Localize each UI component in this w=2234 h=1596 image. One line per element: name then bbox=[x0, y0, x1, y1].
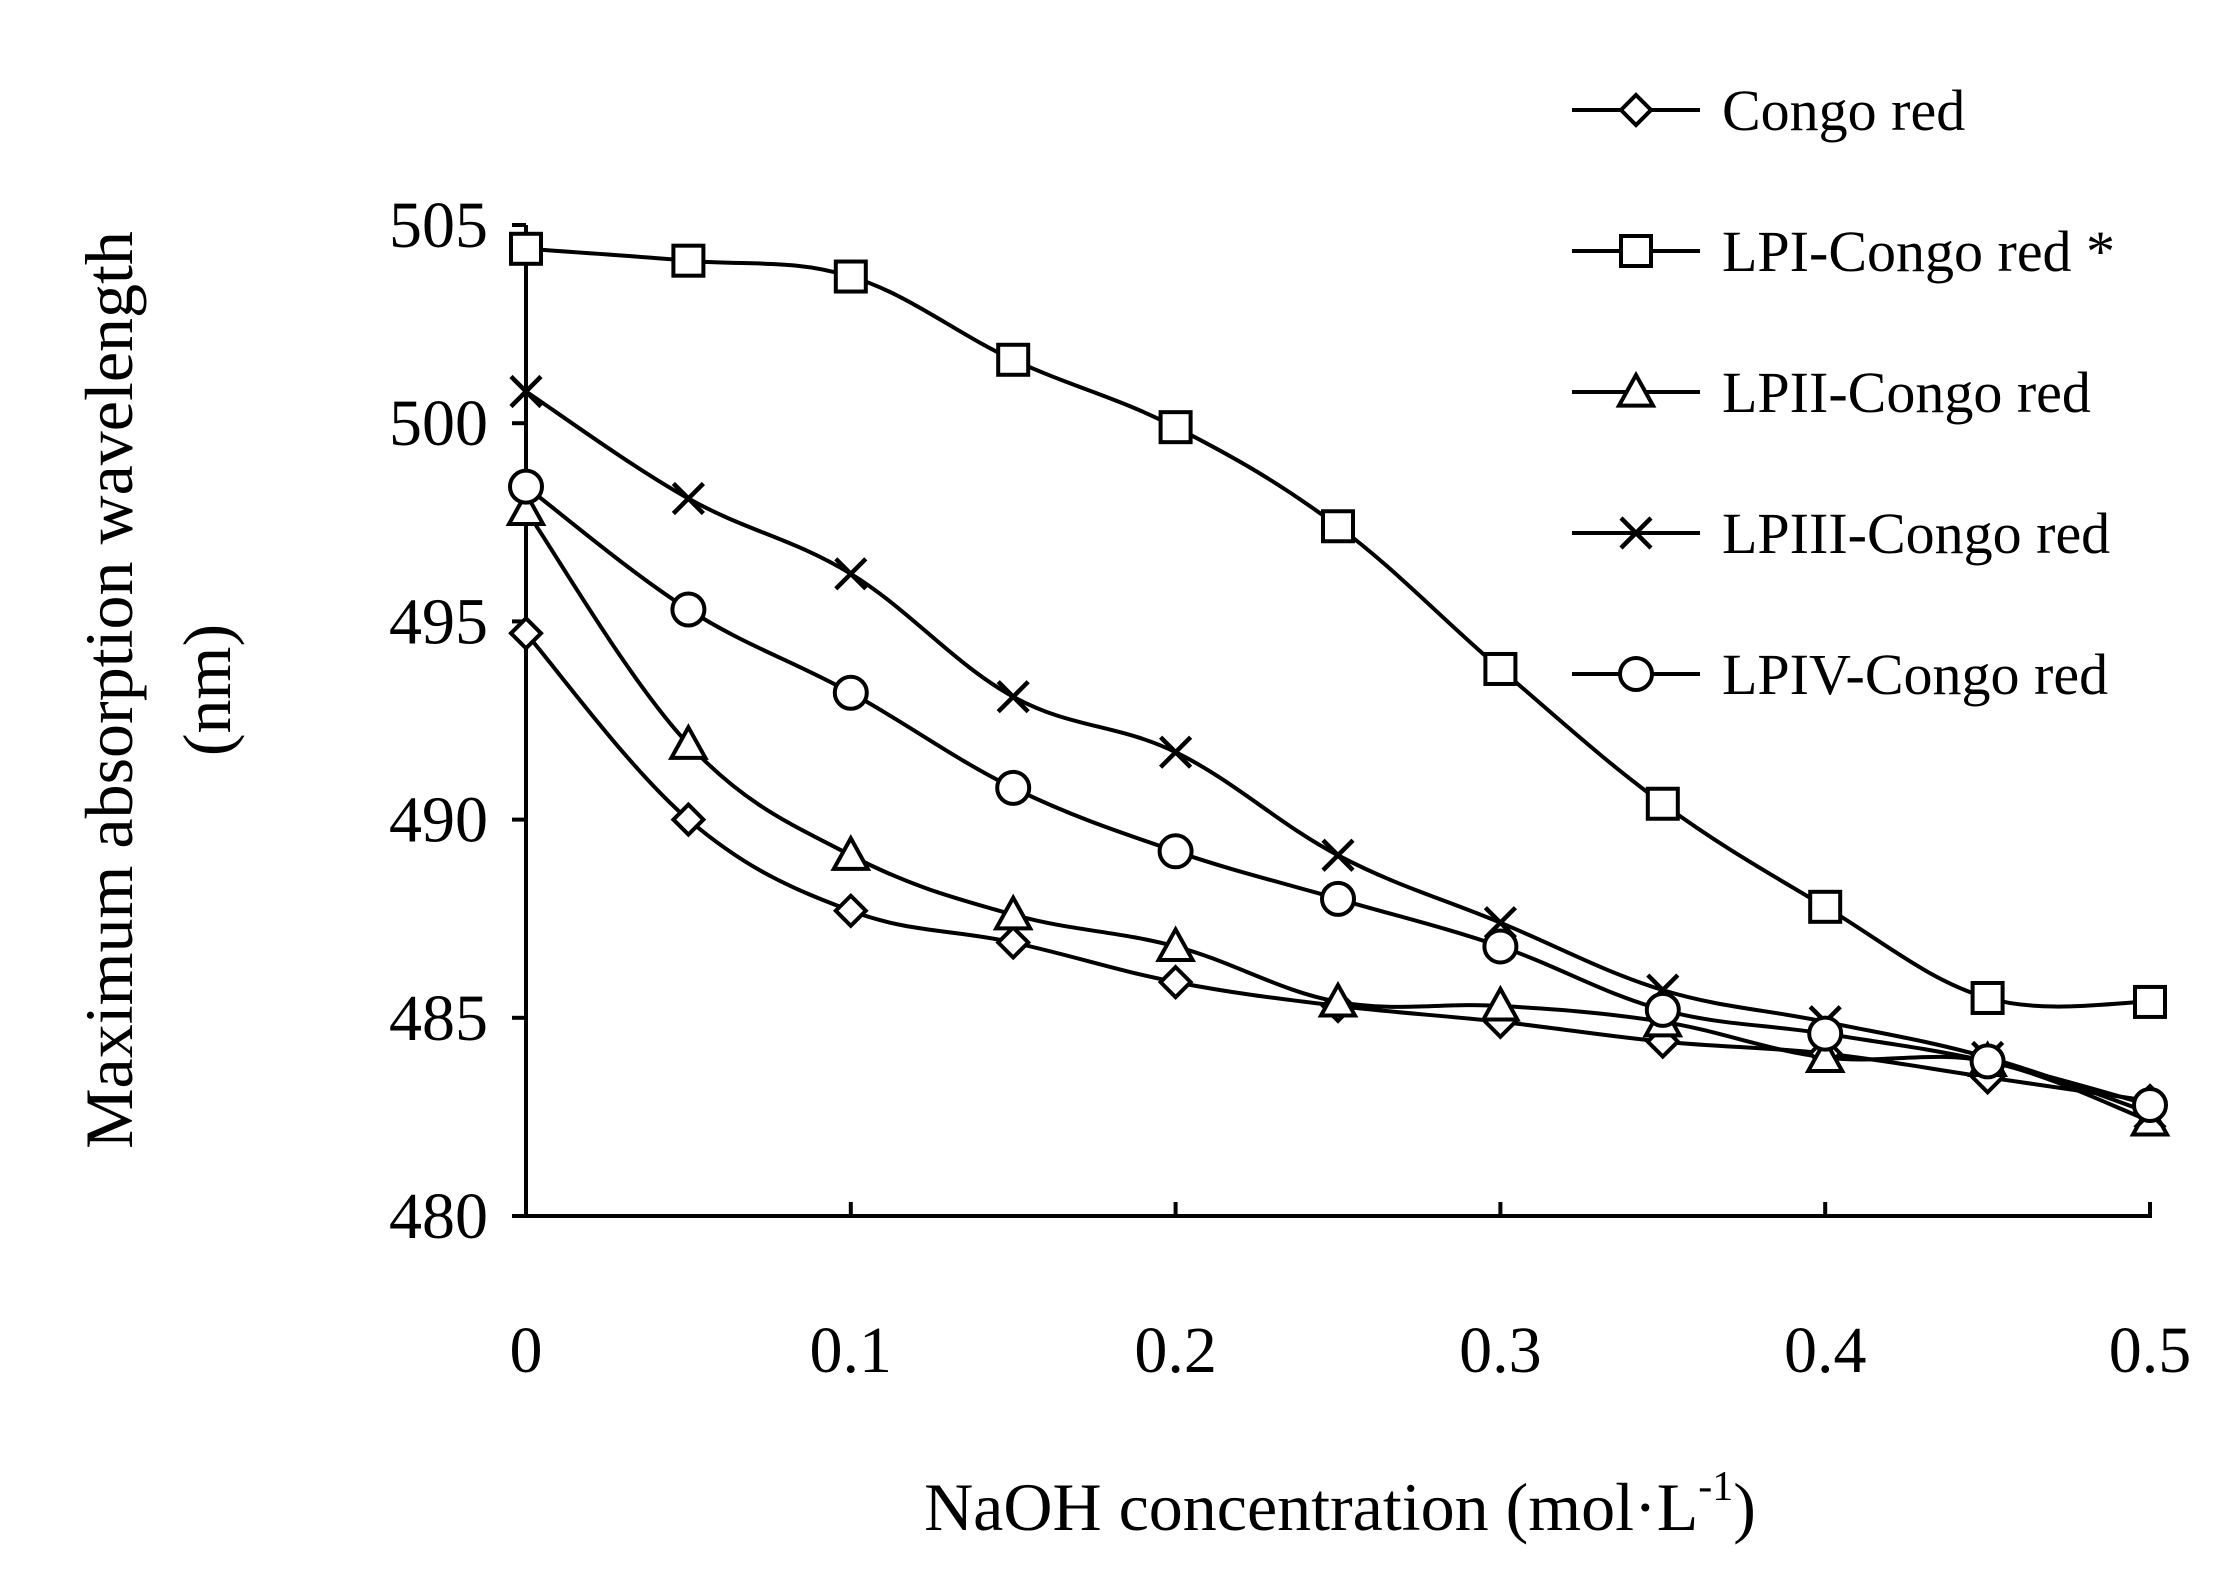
x-tick-label: 0.4 bbox=[1784, 1314, 1867, 1387]
data-point-congo-red bbox=[508, 615, 544, 652]
data-point-lpi-congo-red bbox=[2133, 984, 2167, 1019]
data-point-lpii-congo-red bbox=[1804, 1036, 1846, 1074]
data-point-lpi-congo-red bbox=[1483, 651, 1518, 686]
data-point-lpi-congo-red bbox=[1321, 509, 1355, 544]
data-point-lpii-congo-red bbox=[1155, 925, 1196, 963]
data-point-lpiv-congo-red bbox=[670, 591, 707, 628]
series-markers-lpi-congo-red bbox=[509, 231, 2167, 1019]
series-markers-lpii-congo-red bbox=[505, 489, 2171, 1137]
x-tick-label: 0.1 bbox=[810, 1314, 893, 1387]
data-point-lpi-congo-red bbox=[671, 243, 706, 278]
data-point-lpiv-congo-red bbox=[1644, 991, 1681, 1028]
legend-marker-triangle bbox=[1615, 370, 1657, 408]
legend-marker-diamond bbox=[1618, 92, 1654, 128]
legend-label: LPIV-Congo red bbox=[1722, 642, 2108, 707]
data-point-lpi-congo-red bbox=[1158, 410, 1193, 445]
x-tick-label: 0.2 bbox=[1134, 1314, 1217, 1387]
data-point-lpiv-congo-red bbox=[832, 674, 869, 711]
data-point-lpi-congo-red bbox=[1808, 889, 1843, 924]
data-point-lpiii-congo-red bbox=[671, 481, 705, 516]
data-point-lpiv-congo-red bbox=[1320, 880, 1356, 917]
data-point-lpii-congo-red bbox=[668, 723, 709, 760]
data-point-lpii-congo-red bbox=[505, 489, 547, 527]
legend-item-lpiii-congo-red: LPIII-Congo red bbox=[1572, 501, 2110, 566]
data-point-lpii-congo-red bbox=[992, 893, 1034, 931]
data-point-lpiv-congo-red bbox=[2132, 1087, 2168, 1124]
data-point-congo-red bbox=[995, 924, 1032, 961]
tick-labels: 480 485 490 495 500 505 0 0.1 0.2 0.3 0.4 0.5 bbox=[389, 189, 2191, 1387]
legend-item-lpiv-congo-red: LPIV-Congo red bbox=[1572, 642, 2108, 707]
data-point-lpii-congo-red bbox=[1480, 984, 1521, 1022]
series-markers bbox=[505, 231, 2171, 1137]
data-point-lpiii-congo-red bbox=[509, 374, 543, 409]
y-tick-label: 485 bbox=[389, 982, 488, 1055]
data-point-congo-red bbox=[670, 801, 707, 838]
data-point-lpi-congo-red bbox=[1645, 786, 1680, 821]
legend-item-lpii-congo-red: LPII-Congo red bbox=[1572, 360, 2091, 425]
legend-item-congo-red: Congo red bbox=[1572, 78, 1965, 143]
x-axis-title: NaOH concentration (mol·L-1) bbox=[924, 1464, 1756, 1545]
legend-marker-circle bbox=[1618, 656, 1654, 692]
y-tick-label: 480 bbox=[389, 1180, 488, 1253]
data-point-lpiv-congo-red bbox=[1969, 1043, 2006, 1080]
series-line-lpii-congo-red bbox=[524, 509, 2151, 1123]
data-point-lpi-congo-red bbox=[509, 231, 543, 266]
legend-label: Congo red bbox=[1722, 78, 1965, 143]
x-tick-label: 0.5 bbox=[2109, 1314, 2192, 1387]
data-point-lpi-congo-red bbox=[833, 259, 868, 294]
data-point-lpii-congo-red bbox=[830, 834, 872, 871]
data-point-lpiii-congo-red bbox=[1321, 838, 1355, 872]
data-point-lpi-congo-red bbox=[996, 342, 1031, 377]
data-point-lpii-congo-red bbox=[1317, 980, 1359, 1018]
series-markers-lpiv-congo-red bbox=[508, 468, 2168, 1124]
x-tick-label: 0 bbox=[510, 1314, 543, 1387]
legend-label: LPI-Congo red * bbox=[1722, 219, 2115, 284]
y-axis-title-line1: Maximum absorption wavelength bbox=[71, 231, 147, 1149]
data-point-lpiii-congo-red bbox=[996, 680, 1030, 714]
data-point-lpiv-congo-red bbox=[508, 468, 544, 505]
y-axis-title-line2: (nm) bbox=[169, 624, 245, 756]
legend: Congo red LPI-Congo red * LPII-Congo red LP… bbox=[1572, 78, 2115, 707]
data-point-congo-red bbox=[832, 892, 869, 929]
data-point-lpiv-congo-red bbox=[1157, 833, 1194, 870]
y-tick-label: 500 bbox=[389, 387, 488, 460]
ticks bbox=[512, 223, 2152, 1218]
legend-marker-x bbox=[1619, 516, 1653, 550]
data-point-lpiv-congo-red bbox=[1482, 928, 1519, 965]
y-tick-label: 505 bbox=[389, 189, 488, 262]
data-point-lpiv-congo-red bbox=[1807, 1015, 1844, 1052]
data-point-lpiv-congo-red bbox=[995, 769, 1032, 806]
data-point-lpi-congo-red bbox=[1970, 980, 2005, 1015]
data-point-lpiii-congo-red bbox=[834, 557, 868, 591]
data-point-lpiii-congo-red bbox=[1159, 735, 1193, 769]
legend-label: LPII-Congo red bbox=[1722, 360, 2091, 425]
y-tick-label: 495 bbox=[389, 585, 488, 658]
legend-marker-square bbox=[1619, 234, 1653, 268]
y-tick-label: 490 bbox=[389, 784, 488, 857]
data-point-congo-red bbox=[1157, 964, 1194, 1000]
x-tick-label: 0.3 bbox=[1459, 1314, 1542, 1387]
legend-item-lpi-congo-red: LPI-Congo red * bbox=[1572, 219, 2115, 284]
y-axis-title: Maximum absorption wavelength (nm) bbox=[71, 231, 245, 1149]
legend-label: LPIII-Congo red bbox=[1722, 501, 2110, 566]
